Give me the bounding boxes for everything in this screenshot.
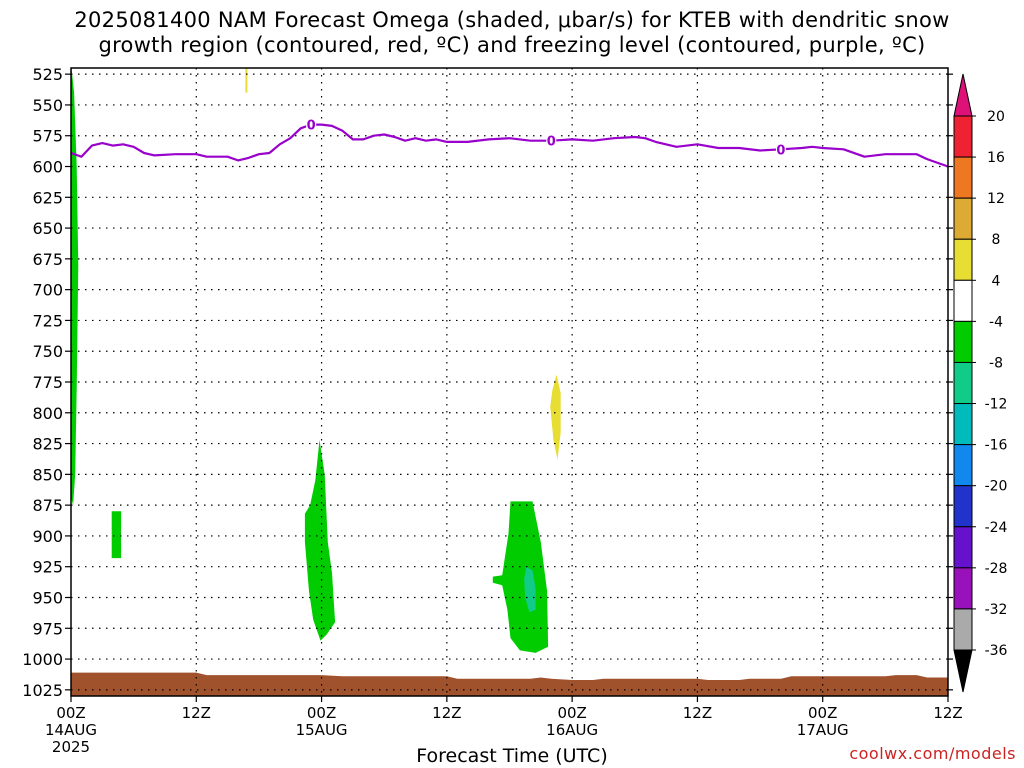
colorbar-bin (953, 238, 973, 281)
terrain-layer (71, 672, 948, 696)
colorbar-bin (953, 320, 973, 363)
x-tick-label: 00Z (56, 704, 85, 722)
colorbar-bin (953, 608, 973, 651)
omega-region-6 (550, 374, 561, 460)
colorbar-top-arrow (953, 73, 973, 117)
colorbar-bin (953, 485, 973, 528)
freezing-level-label: 0 (307, 119, 316, 134)
y-tick-label: 1000 (22, 650, 63, 669)
y-tick-label: 975 (32, 619, 63, 638)
colorbar-label: 4 (992, 273, 1001, 289)
x-tick-label: 00Z (307, 704, 336, 722)
y-tick-label: 800 (32, 404, 63, 423)
x-tick-label: 14AUG (45, 721, 97, 739)
colorbar-bin (953, 444, 973, 487)
colorbar-label: -12 (985, 397, 1008, 413)
omega-region-3 (492, 501, 549, 653)
y-tick-label: 725 (32, 311, 63, 330)
y-tick-label: 575 (32, 127, 63, 146)
colorbar-label: 8 (992, 232, 1001, 248)
colorbar-label: -8 (989, 355, 1003, 371)
freezing-level-label: 0 (776, 143, 785, 158)
colorbar-label: -28 (985, 561, 1008, 577)
y-tick-label: 950 (32, 588, 63, 607)
colorbar-label: -20 (985, 479, 1008, 495)
omega-region-0 (71, 68, 79, 506)
colorbar-bottom-arrow (953, 649, 973, 693)
y-tick-label: 675 (32, 250, 63, 269)
colorbar-bin (953, 197, 973, 240)
colorbar-bin (953, 567, 973, 610)
y-tick-label: 750 (32, 342, 63, 361)
freezing-level-layer: 0 0 0 (70, 116, 949, 168)
freezing-label-bg-2 (775, 141, 786, 157)
y-axis-ticks: 525 550 575 600 625 650 675 700 725 750 775 800 825 8… (22, 65, 953, 700)
y-tick-label: 650 (32, 219, 63, 238)
y-tick-label: 525 (32, 65, 63, 84)
colorbar-bin (953, 526, 973, 569)
omega-region-4 (524, 566, 536, 613)
y-tick-label: 625 (32, 188, 63, 207)
y-tick-label: 775 (32, 373, 63, 392)
freezing-level-line (70, 123, 949, 168)
colorbar-label: 12 (987, 191, 1005, 207)
colorbar-label: -32 (985, 602, 1008, 618)
terrain-fill (71, 672, 948, 696)
colorbar-bin (953, 115, 973, 158)
x-tick-label: 12Z (933, 704, 962, 722)
chart-title: 2025081400 NAM Forecast Omega (shaded, μ… (0, 8, 1024, 58)
colorbar-label: -16 (985, 438, 1008, 454)
y-tick-label: 700 (32, 281, 63, 300)
colorbar-bin (953, 156, 973, 199)
x-tick-label: 16AUG (546, 721, 598, 739)
y-tick-label: 550 (32, 96, 63, 115)
freezing-level-label: 0 (547, 135, 556, 150)
colorbar-bin (953, 361, 973, 405)
y-tick-label: 850 (32, 465, 63, 484)
chart-title-line1: 2025081400 NAM Forecast Omega (shaded, μ… (74, 8, 950, 32)
x-tick-label: 12Z (432, 704, 461, 722)
colorbar-label: -24 (985, 520, 1008, 536)
x-tick-label: 12Z (182, 704, 211, 722)
site-credit: coolwx.com/models (849, 744, 1016, 763)
omega-region-2 (304, 439, 336, 641)
x-axis-title: Forecast Time (UTC) (416, 745, 608, 767)
y-tick-label: 900 (32, 527, 63, 546)
x-tick-label: 00Z (808, 704, 837, 722)
freezing-label-bg-0 (306, 116, 317, 132)
omega-region-5 (245, 68, 248, 93)
freezing-label-bg-1 (546, 132, 557, 148)
y-tick-label: 875 (32, 496, 63, 515)
y-tick-label: 1025 (22, 681, 63, 700)
colorbar-label: -36 (985, 643, 1008, 659)
omega-region-1 (111, 511, 122, 559)
colorbar-label: -4 (989, 314, 1003, 330)
colorbar: 20 16 12 8 4 -4 -8 -12 -16 -20 -24 -28 -32 -36 (953, 73, 1008, 693)
x-tick-label: 2025 (52, 738, 90, 756)
x-tick-label: 17AUG (797, 721, 849, 739)
x-tick-label: 00Z (557, 704, 586, 722)
x-tick-label: 15AUG (296, 721, 348, 739)
chart-title-line2: growth region (contoured, red, ºC) and f… (98, 33, 926, 57)
y-tick-label: 600 (32, 158, 63, 177)
y-tick-label: 925 (32, 558, 63, 577)
colorbar-label: 20 (987, 109, 1005, 125)
colorbar-bin (953, 279, 973, 322)
colorbar-bin (953, 403, 973, 446)
x-tick-label: 12Z (683, 704, 712, 722)
y-tick-label: 825 (32, 435, 63, 454)
colorbar-label: 16 (987, 150, 1005, 166)
omega-shading-layer (71, 68, 561, 653)
